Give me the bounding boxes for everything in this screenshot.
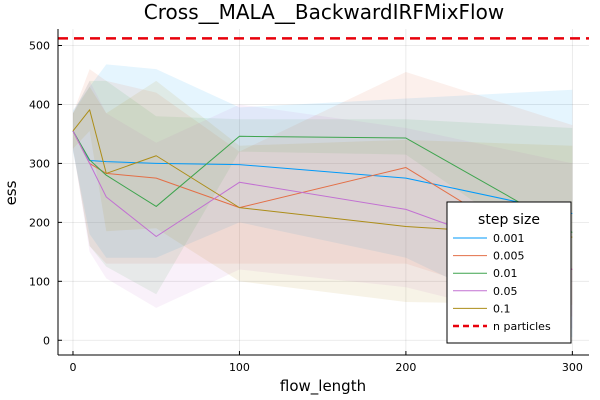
- legend-box: [446, 201, 572, 344]
- legend-label: 0.1: [493, 302, 511, 315]
- legend-label: n particles: [493, 320, 551, 333]
- series-line-0.01: [72, 130, 573, 233]
- y-tick-label: 400: [29, 98, 50, 111]
- series-line-0.05: [72, 130, 573, 270]
- band-0.01: [72, 80, 573, 295]
- x-tick-label: 200: [395, 361, 416, 374]
- legend-label: 0.01: [493, 267, 518, 280]
- y-tick-label: 500: [29, 40, 50, 53]
- y-tick-label: 100: [29, 275, 50, 288]
- axes: [57, 29, 589, 356]
- x-tick-label: 0: [69, 361, 76, 374]
- chart-title: Cross__MALA__BackwardIRFMixFlow: [144, 0, 504, 24]
- y-tick-label: 300: [29, 157, 50, 170]
- legend-label: 0.05: [493, 285, 518, 298]
- y-tick-label: 0: [43, 334, 50, 347]
- legend-label: 0.005: [493, 250, 525, 263]
- x-tick-label: 300: [562, 361, 583, 374]
- legend-title: step size: [478, 212, 540, 228]
- y-axis-title: ess: [2, 180, 20, 205]
- series-line-0.1: [72, 109, 573, 238]
- legend-label: 0.001: [493, 232, 525, 245]
- ticks: 0 100 200 300 0 100 200 300 400 500: [29, 40, 583, 374]
- y-tick-label: 200: [29, 216, 50, 229]
- legend-items: 0.001 0.005 0.01 0.05 0.1 n particles: [453, 232, 551, 333]
- legend: step size 0.001 0.005 0.01 0.05 0.1 n particl…: [446, 201, 572, 344]
- x-tick-label: 100: [229, 361, 250, 374]
- x-axis-title: flow_length: [280, 377, 366, 396]
- series-lines: [72, 109, 573, 270]
